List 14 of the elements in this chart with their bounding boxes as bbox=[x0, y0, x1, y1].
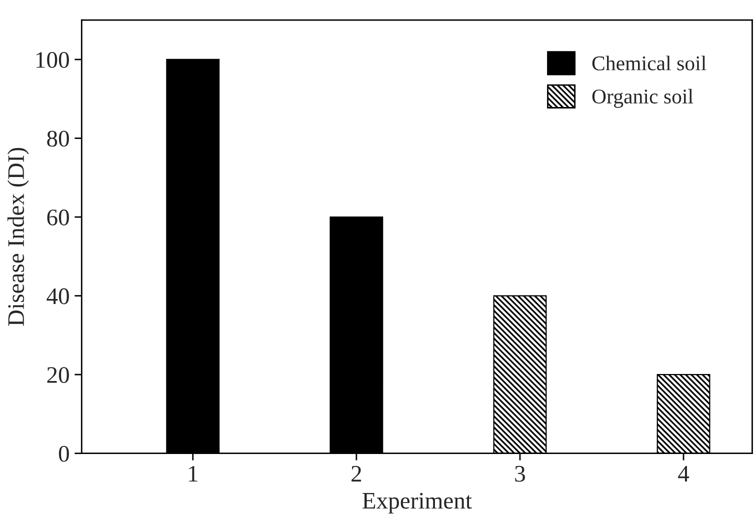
y-axis-title: Disease Index (DI) bbox=[7, 148, 29, 326]
legend-label: Chemical soil bbox=[592, 56, 706, 70]
y-tick-label: 80 bbox=[47, 130, 69, 147]
legend-label: Organic soil bbox=[592, 88, 694, 108]
y-tick-label: 60 bbox=[47, 210, 69, 226]
y-tick-label: 0 bbox=[58, 446, 69, 462]
x-tick-label: 2 bbox=[352, 466, 362, 482]
x-tick-label: 4 bbox=[678, 466, 690, 482]
y-tick-label: 100 bbox=[36, 52, 69, 68]
x-axis-title: Experiment bbox=[362, 492, 472, 514]
y-tick-label: 20 bbox=[47, 367, 69, 384]
x-tick-label: 1 bbox=[189, 466, 198, 482]
x-tick-label: 3 bbox=[515, 466, 525, 482]
y-tick-label: 40 bbox=[46, 288, 69, 304]
